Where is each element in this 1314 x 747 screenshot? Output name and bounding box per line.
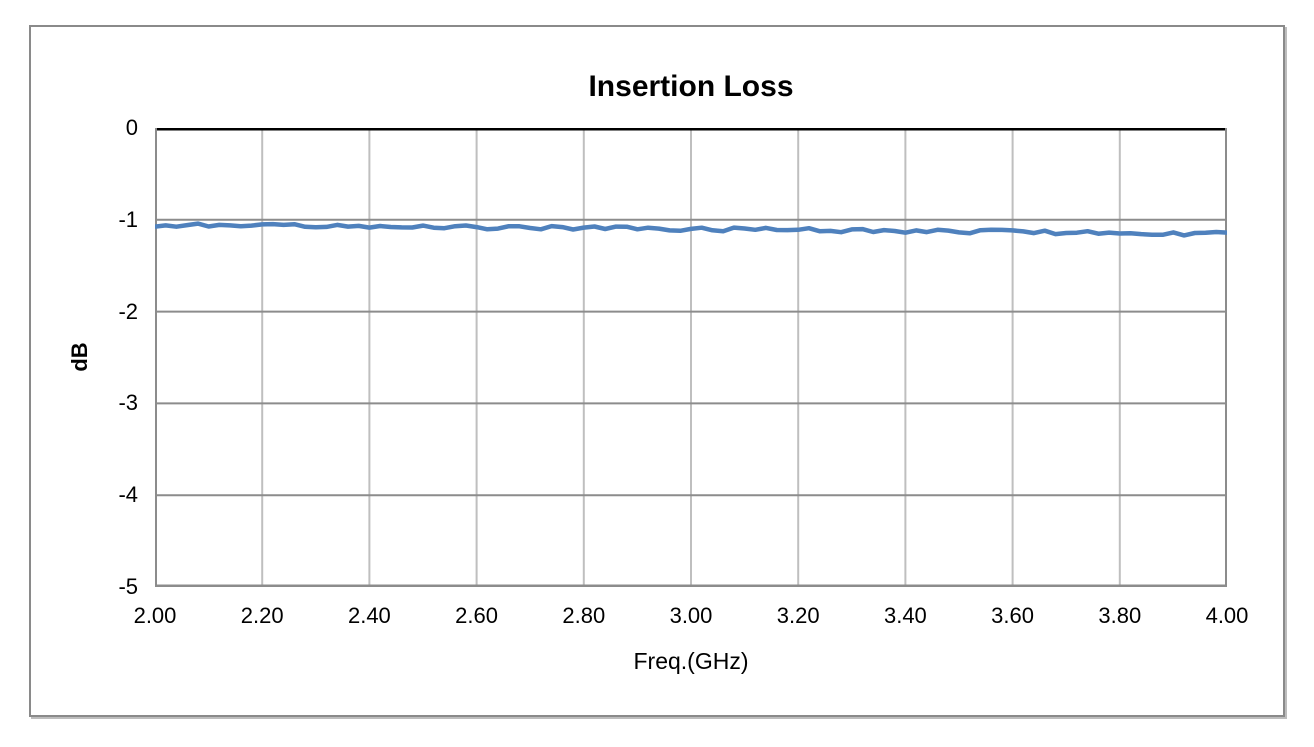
y-tick-label: -4 <box>118 482 138 508</box>
x-tick-label: 2.20 <box>240 603 284 628</box>
x-tick-label: 4.00 <box>1205 603 1249 628</box>
plot-area <box>155 128 1227 587</box>
x-axis-title: Freq.(GHz) <box>633 648 749 674</box>
y-tick-label: -3 <box>118 390 138 416</box>
y-tick-label: -2 <box>118 298 138 324</box>
y-tick-label: -5 <box>118 574 138 599</box>
x-tick-label: 3.60 <box>991 603 1035 628</box>
x-tick-label: 2.60 <box>455 603 499 628</box>
x-tick-label: 3.80 <box>1098 603 1142 628</box>
chart-title: Insertion Loss <box>588 70 794 103</box>
x-tick-label: 2.40 <box>347 603 391 628</box>
chart-outer-border <box>29 25 1285 717</box>
x-tick-label: 3.40 <box>883 603 927 628</box>
x-tick-label: 2.00 <box>133 603 177 628</box>
x-tick-label: 2.80 <box>562 603 606 628</box>
x-tick-label: 3.20 <box>776 603 820 628</box>
series-line <box>155 221 1227 238</box>
y-tick-label: -1 <box>118 206 138 232</box>
y-axis-title: dB <box>67 342 92 372</box>
plot-svg <box>155 128 1227 587</box>
y-tick-label: 0 <box>125 115 138 140</box>
x-tick-label: 3.00 <box>669 603 713 628</box>
